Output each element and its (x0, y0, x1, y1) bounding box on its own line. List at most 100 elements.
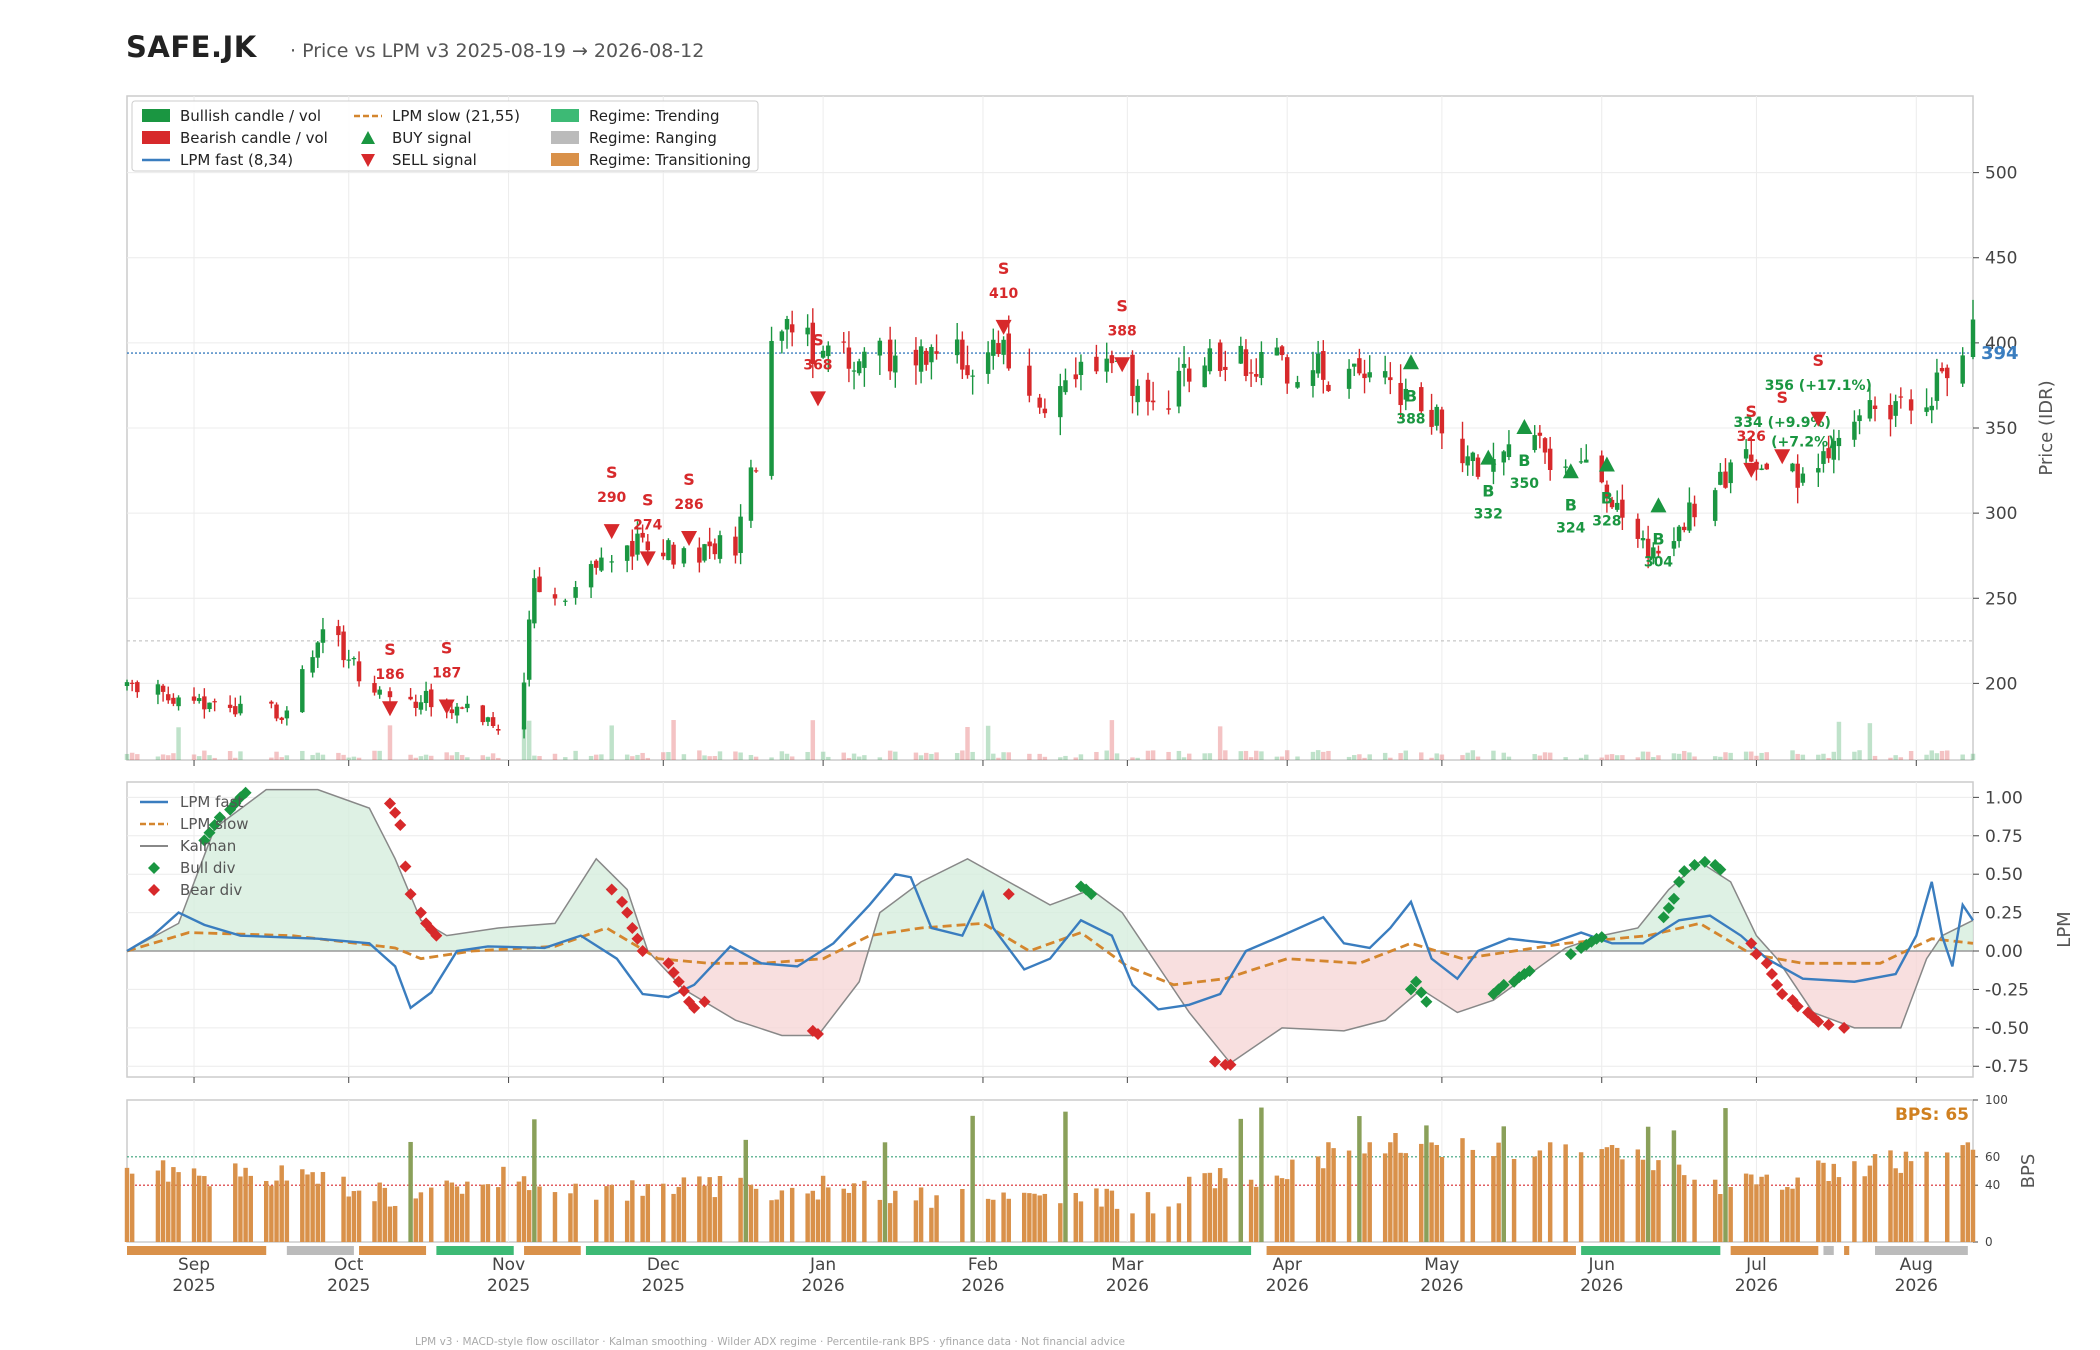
bps-bar (1434, 1144, 1439, 1242)
bullish-candle (1640, 538, 1646, 541)
bps-bar (243, 1167, 248, 1242)
x-tick-year: 2025 (327, 1276, 370, 1296)
volume-bar (1743, 751, 1749, 760)
sell-signal-marker (1810, 411, 1827, 427)
buy-signal-price: 304 (1644, 554, 1673, 570)
sell-signal-letter: S (1776, 388, 1788, 407)
bps-bar (1058, 1203, 1063, 1242)
volume-bar (1970, 753, 1976, 760)
osc-ytick-label: 0.50 (1985, 865, 2023, 885)
bear-div-marker (621, 906, 634, 919)
bull-div-marker (1523, 964, 1536, 977)
bullish-candle (1403, 388, 1409, 400)
bull-div-marker (198, 834, 211, 847)
volume-bar (810, 720, 816, 760)
volume-bar (738, 752, 743, 760)
bullish-candle (526, 619, 532, 680)
bullish-candle (1238, 345, 1244, 364)
bullish-candle (779, 331, 785, 341)
bps-bar (970, 1115, 975, 1242)
legend-label: SELL signal (392, 151, 477, 169)
bull-div-marker (1497, 978, 1510, 991)
bearish-candle (1620, 499, 1625, 518)
volume-bar (444, 752, 449, 760)
bps-bar (1186, 1176, 1192, 1242)
bearish-candle (1723, 471, 1728, 488)
volume-bar (171, 753, 176, 760)
bps-bar (1001, 1192, 1006, 1242)
volume-bar (1542, 752, 1548, 760)
chart-subtitle: · Price vs LPM v3 2025-08-19 → 2026-08-1… (290, 40, 705, 62)
bearish-candle (1321, 351, 1326, 380)
bps-bar (1279, 1178, 1285, 1242)
bullish-candle (454, 706, 460, 716)
bps-bar (1259, 1107, 1264, 1242)
bearish-candle (202, 696, 207, 710)
volume-bar (408, 754, 413, 760)
bps-bar (1114, 1208, 1120, 1242)
volume-bar (160, 754, 166, 760)
bullish-candle (1506, 444, 1512, 458)
bullish-candle (1001, 339, 1006, 355)
volume-bar (1321, 751, 1326, 760)
buy-signal-letter: B (1565, 495, 1577, 514)
buy-signal-letter: B (1518, 451, 1530, 470)
volume-bar (300, 750, 305, 760)
bps-bar (702, 1185, 707, 1242)
bps-bar (991, 1199, 996, 1242)
bullish-candle (717, 535, 723, 559)
bull-div-marker (1415, 986, 1428, 999)
regime-trending-band (585, 1246, 1252, 1255)
volume-bar (1852, 751, 1857, 760)
volume-bar (377, 750, 382, 760)
bearish-candle (1764, 463, 1769, 470)
volume-bar (1532, 754, 1537, 760)
bull-div-marker (1595, 931, 1608, 944)
bullish-candle (1790, 463, 1795, 472)
bear-div-marker (677, 984, 690, 997)
volume-bar (521, 726, 527, 760)
bps-bar (480, 1184, 486, 1242)
bps-bar (320, 1171, 326, 1242)
volume-bar (1352, 755, 1357, 760)
bps-bar (1903, 1151, 1909, 1242)
bearish-candle (1326, 384, 1331, 391)
bullish-candle (1831, 440, 1837, 460)
sell-signal-price: 368 (803, 357, 832, 373)
bull-div-marker (239, 786, 252, 799)
bps-bar (1362, 1153, 1367, 1242)
bps-bar (594, 1199, 599, 1242)
volume-bar (1310, 751, 1316, 760)
bearish-candle (387, 691, 393, 698)
volume-bar (1676, 753, 1682, 760)
x-tick-year: 2026 (1735, 1276, 1778, 1296)
x-tick-month: Apr (1272, 1255, 1301, 1275)
volume-bar (1238, 751, 1244, 760)
osc-ytick-label: 0.00 (1985, 942, 2023, 962)
volume-bar (1357, 754, 1362, 760)
x-tick-month: Oct (334, 1255, 364, 1275)
bullish-candle (1852, 421, 1857, 440)
bearish-candle (1279, 346, 1285, 356)
bear-div-marker (1224, 1058, 1237, 1071)
bps-bar (1682, 1175, 1687, 1242)
bearish-candle (480, 705, 486, 723)
bps-bar (418, 1192, 424, 1242)
bearish-candle (449, 709, 455, 714)
bullish-candle (418, 702, 424, 710)
volume-bar (733, 751, 738, 760)
bps-bar (815, 1199, 821, 1242)
bullish-candle (423, 690, 429, 704)
kalman-line (126, 788, 1974, 1065)
bear-div-marker (698, 995, 711, 1008)
x-tick-year: 2026 (1420, 1276, 1463, 1296)
bullish-candle (1563, 466, 1568, 468)
volume-bar (1944, 750, 1950, 760)
bear-div-marker (636, 945, 649, 958)
volume-bar (779, 751, 785, 760)
bullish-candle (1718, 471, 1723, 485)
sell-signal-marker (1774, 449, 1791, 465)
volume-bar (856, 756, 862, 760)
bps-bar (1321, 1168, 1326, 1242)
volume-bar (820, 751, 826, 760)
